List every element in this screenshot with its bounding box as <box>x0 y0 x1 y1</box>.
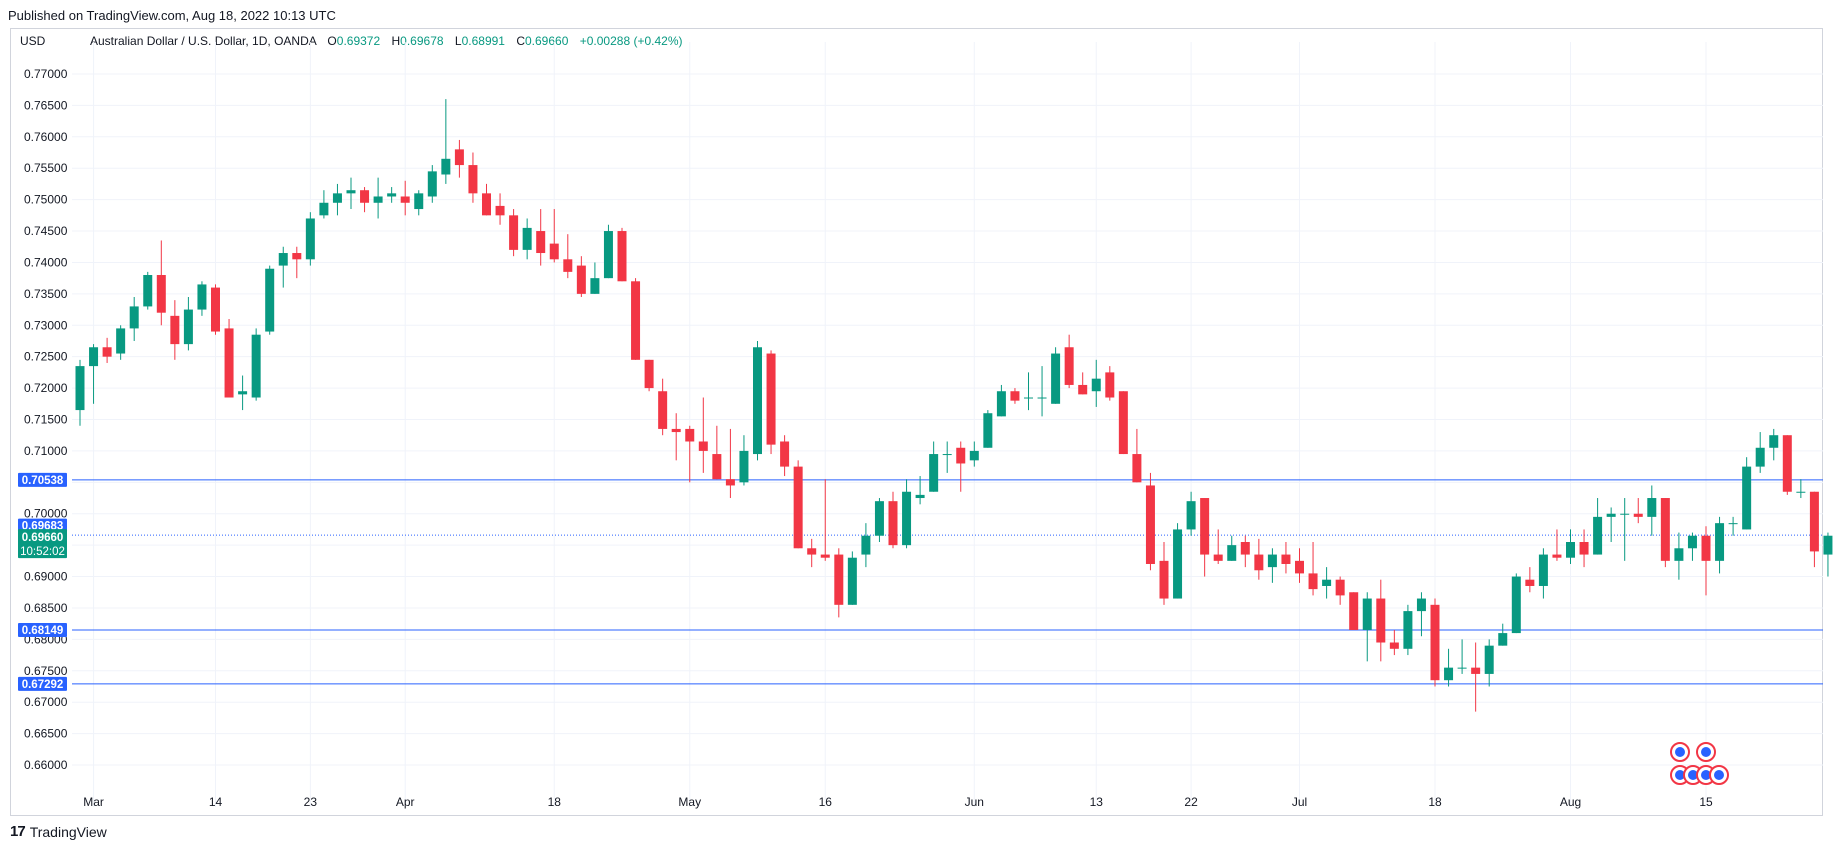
ohlc-legend-row: Australian Dollar / U.S. Dollar, 1D, OAN… <box>90 34 682 48</box>
tradingview-logo[interactable]: 17 TradingView <box>10 823 107 840</box>
tradingview-logo-mark: 17 <box>10 823 26 840</box>
currency-label: USD <box>20 34 46 48</box>
change-value: +0.00288 (+0.42%) <box>579 34 683 48</box>
low-value: 0.68991 <box>461 34 505 48</box>
open-value: 0.69372 <box>336 34 381 48</box>
candle-body <box>1823 535 1833 555</box>
symbol-description: Australian Dollar / U.S. Dollar, 1D, OAN… <box>90 34 317 48</box>
high-key: H <box>391 34 401 48</box>
open-key: O <box>327 34 337 48</box>
close-value: 0.69660 <box>525 34 569 48</box>
high-value: 0.69678 <box>400 34 444 48</box>
chart-frame[interactable] <box>10 28 1823 816</box>
tradingview-brand: TradingView <box>29 823 107 840</box>
low-key: L <box>454 34 462 48</box>
published-caption: Published on TradingView.com, Aug 18, 20… <box>8 8 336 23</box>
close-key: C <box>516 34 525 48</box>
